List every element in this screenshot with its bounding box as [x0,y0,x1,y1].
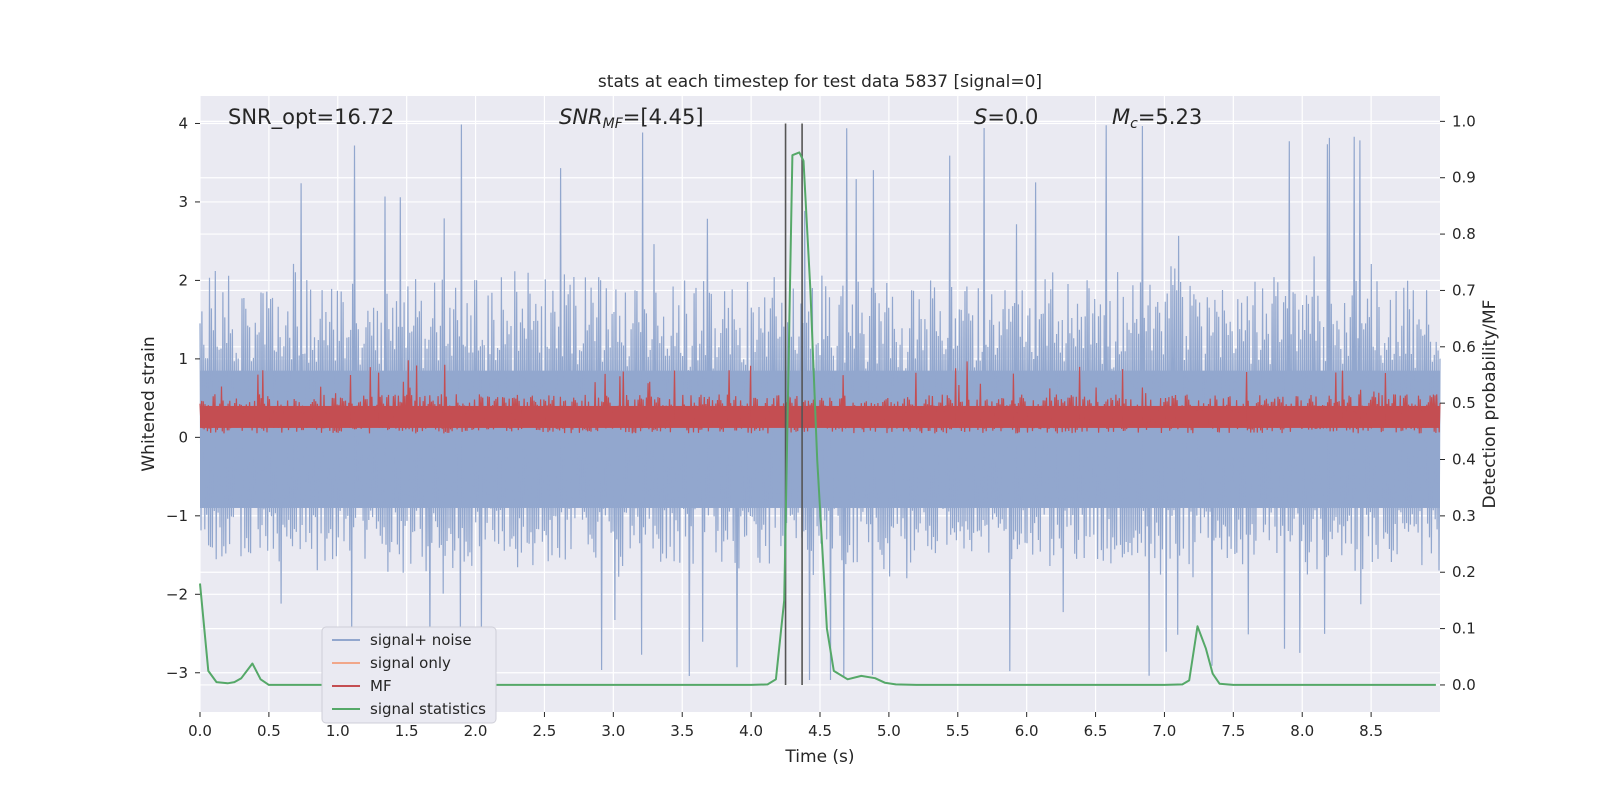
x-tick-label: 8.5 [1359,722,1383,740]
snr-mf-label: SNR [559,105,603,129]
legend-label-signal-noise: signal+ noise [370,631,472,649]
chart-title: stats at each timestep for test data 583… [598,72,1042,92]
signal-statistics-line [199,151,1436,686]
legend-label-signal-statistics: signal statistics [370,700,486,718]
axes: 0.0 0.5 1.0 1.5 2.0 2.5 3.0 3.5 4.0 4.5 5.0 5.5 6.0 6… [166,112,1476,740]
s-annotation: S=0.0 [974,105,1038,129]
y-tick-label: −3 [166,664,188,682]
x-tick-label: 6.5 [1084,722,1108,740]
y2-axis-label: Detection probability/MF [1480,300,1500,509]
mf-series [199,360,1441,434]
x-tick-label: 7.0 [1153,722,1177,740]
vertical-markers [784,123,803,685]
x-tick-label: 4.5 [808,722,832,740]
y2-tick-label: 0.5 [1452,394,1476,412]
legend-label-mf: MF [370,677,392,695]
x-tick-label: 5.5 [946,722,970,740]
mc-label: M [1112,105,1130,129]
x-axis-label: Time (s) [784,747,854,767]
y-tick-label: −1 [166,507,188,525]
snr-mf-value: =[4.45] [623,105,704,129]
y2-tick-label: 0.1 [1452,620,1476,638]
y2-tick-label: 0.9 [1452,169,1476,187]
x-tick-label: 0.0 [188,722,212,740]
s-value: =0.0 [987,105,1038,129]
snr-mf-subscript: MF [603,116,624,132]
x-tick-label: 1.0 [326,722,350,740]
x-tick-label: 2.5 [533,722,557,740]
s-label: S [974,105,987,129]
legend-label-signal-only: signal only [370,654,451,672]
legend: signal+ noise signal only MF signal stat… [321,626,497,724]
y2-tick-label: 1.0 [1452,112,1476,130]
signal-noise-series [199,124,1441,681]
y-tick-label: 4 [178,114,188,132]
x-tick-label: 1.5 [395,722,419,740]
y-tick-label: 2 [178,271,188,289]
y-tick-label: 3 [178,193,188,211]
x-tick-label: 3.5 [670,722,694,740]
mc-annotation: Mc=5.23 [1112,105,1202,132]
x-tick-label: 7.5 [1221,722,1245,740]
mf-line [199,360,1441,434]
y2-tick-label: 0.3 [1452,507,1476,525]
y2-tick-label: 0.7 [1452,281,1476,299]
legend-box [321,626,497,724]
y2-tick-label: 0.2 [1452,563,1476,581]
y-tick-label: 1 [178,350,188,368]
mc-subscript: c [1130,116,1138,132]
x-tick-label: 0.5 [257,722,281,740]
signal-noise-line [199,124,1441,681]
y-axis-label: Whitened strain [139,336,159,471]
y2-tick-label: 0.6 [1452,338,1476,356]
y-tick-label: 0 [178,428,188,446]
x-tick-label: 5.0 [877,722,901,740]
mc-value: =5.23 [1138,105,1202,129]
snr-opt-annotation: SNR_opt=16.72 [228,105,394,130]
y-tick-label: −2 [166,585,188,603]
x-tick-label: 2.0 [464,722,488,740]
snr-mf-annotation: SNRMF=[4.45] [559,105,704,132]
signal-statistics-series [199,151,1436,686]
y2-tick-label: 0.0 [1452,676,1476,694]
x-tick-label: 6.0 [1015,722,1039,740]
x-tick-label: 3.0 [601,722,625,740]
x-tick-label: 4.0 [739,722,763,740]
x-tick-label: 8.0 [1290,722,1314,740]
y2-tick-label: 0.4 [1452,451,1476,469]
y2-tick-label: 0.8 [1452,225,1476,243]
